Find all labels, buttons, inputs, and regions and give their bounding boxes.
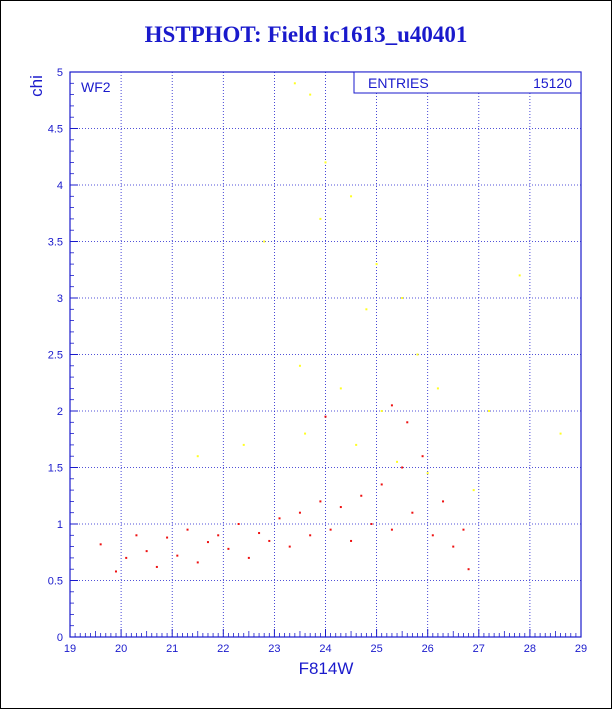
- rejected-star-point: [293, 82, 296, 85]
- accepted-star-point: [329, 528, 332, 531]
- accepted-star-point: [206, 541, 209, 544]
- accepted-star-point: [298, 511, 301, 514]
- accepted-star-point: [462, 528, 465, 531]
- y-tick-label: 0: [57, 632, 63, 644]
- rejected-star-point: [436, 387, 439, 390]
- rejected-star-point: [375, 263, 378, 266]
- accepted-star-point: [155, 565, 158, 568]
- accepted-star-point: [380, 483, 383, 486]
- accepted-star-point: [324, 415, 327, 418]
- rejected-star-point: [426, 472, 429, 475]
- stats-entries-label: ENTRIES: [368, 75, 429, 91]
- grid-lines: [70, 72, 581, 637]
- rejected-star-point: [324, 161, 327, 164]
- accepted-star-point: [390, 404, 393, 407]
- x-tick-label: 24: [319, 643, 331, 655]
- data-points: [99, 82, 562, 573]
- rejected-star-point: [350, 195, 353, 198]
- accepted-star-point: [99, 543, 102, 546]
- accepted-star-point: [186, 528, 189, 531]
- y-tick-label: 3.5: [48, 237, 63, 249]
- accepted-star-point: [350, 539, 353, 542]
- rejected-star-point: [380, 410, 383, 412]
- accepted-star-point: [247, 556, 250, 559]
- y-tick-label: 5: [57, 67, 63, 79]
- accepted-star-point: [401, 466, 404, 469]
- rejected-star-point: [355, 443, 358, 446]
- x-tick-label: 21: [166, 643, 178, 655]
- accepted-star-point: [258, 532, 261, 535]
- rejected-star-point: [309, 93, 312, 96]
- accepted-star-point: [268, 539, 271, 542]
- y-tick-label: 4: [57, 180, 63, 192]
- y-tick-label: 4.5: [48, 124, 63, 136]
- rejected-star-point: [242, 443, 245, 446]
- y-tick-label: 2.5: [48, 350, 63, 362]
- chart-title: HSTPHOT: Field ic1613_u40401: [144, 22, 468, 47]
- y-tick-label: 0.5: [48, 576, 63, 588]
- stats-box: [353, 71, 582, 94]
- x-axis-label: F814W: [299, 659, 354, 678]
- x-axis-ticks: 19 20 21 22 23 24 25 26 27 28 29: [64, 629, 587, 655]
- x-tick-label: 27: [473, 643, 485, 655]
- accepted-star-point: [360, 494, 363, 497]
- x-tick-label: 19: [64, 643, 76, 655]
- accepted-star-point: [421, 455, 424, 458]
- stats-entries-value: 15120: [533, 75, 572, 91]
- x-tick-label: 29: [575, 643, 587, 655]
- accepted-star-point: [145, 550, 148, 553]
- accepted-star-point: [411, 511, 414, 514]
- accepted-star-point: [431, 534, 434, 537]
- accepted-star-point: [406, 421, 409, 424]
- rejected-star-point: [365, 308, 368, 311]
- rejected-star-point: [396, 460, 399, 463]
- accepted-star-point: [237, 523, 240, 525]
- rejected-star-point: [488, 410, 491, 412]
- accepted-star-point: [125, 556, 128, 559]
- accepted-star-point: [227, 547, 230, 550]
- accepted-star-point: [339, 506, 342, 509]
- y-tick-label: 3: [57, 293, 63, 305]
- accepted-star-point: [442, 500, 445, 503]
- accepted-star-point: [370, 523, 373, 525]
- accepted-star-point: [278, 517, 281, 520]
- rejected-star-point: [559, 432, 562, 435]
- accepted-star-point: [452, 545, 455, 548]
- rejected-star-point: [196, 455, 199, 458]
- x-tick-label: 25: [370, 643, 382, 655]
- y-axis-ticks: 0 0.5 1 1.5 2 2.5 3 3.5 4 4.5 5: [48, 67, 78, 644]
- y-tick-label: 1.5: [48, 463, 63, 475]
- y-tick-label: 2: [57, 406, 63, 418]
- accepted-star-point: [319, 500, 322, 503]
- rejected-star-point: [304, 432, 307, 435]
- rejected-star-point: [263, 240, 266, 243]
- rejected-star-point: [518, 274, 521, 277]
- x-tick-label: 23: [268, 643, 280, 655]
- y-axis-label: chi: [27, 75, 46, 97]
- accepted-star-point: [135, 534, 138, 537]
- rejected-star-point: [339, 387, 342, 390]
- accepted-star-point: [390, 528, 393, 531]
- accepted-star-point: [166, 536, 169, 539]
- rejected-star-point: [319, 217, 322, 220]
- accepted-star-point: [196, 561, 199, 564]
- x-tick-label: 28: [524, 643, 536, 655]
- x-tick-label: 26: [422, 643, 434, 655]
- rejected-star-point: [472, 489, 475, 492]
- accepted-star-point: [288, 545, 291, 548]
- rejected-star-point: [401, 297, 404, 299]
- accepted-star-point: [309, 534, 312, 537]
- accepted-star-point: [217, 534, 220, 537]
- panel-annotation: WF2: [81, 79, 111, 95]
- rejected-star-point: [298, 364, 301, 367]
- y-tick-label: 1: [57, 519, 63, 531]
- accepted-star-point: [467, 568, 470, 571]
- x-tick-label: 22: [217, 643, 229, 655]
- x-tick-label: 20: [115, 643, 127, 655]
- rejected-star-point: [416, 353, 419, 356]
- accepted-star-point: [114, 570, 117, 573]
- accepted-star-point: [176, 554, 179, 557]
